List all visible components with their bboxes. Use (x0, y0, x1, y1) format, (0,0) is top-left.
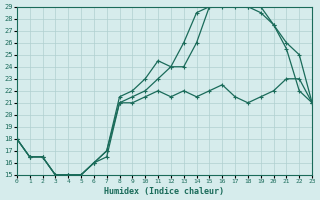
X-axis label: Humidex (Indice chaleur): Humidex (Indice chaleur) (104, 187, 224, 196)
